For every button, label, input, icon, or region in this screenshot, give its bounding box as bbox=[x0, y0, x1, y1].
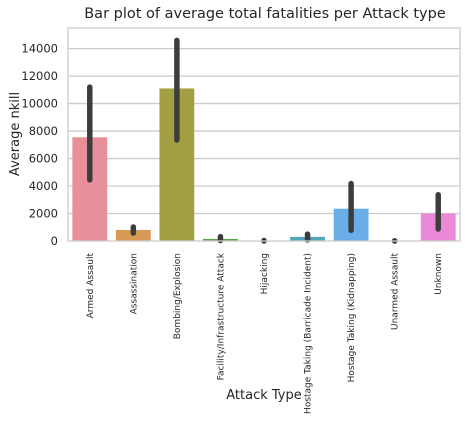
y-tick-label: 12000 bbox=[21, 69, 58, 83]
chart-title: Bar plot of average total fatalities per… bbox=[84, 6, 446, 22]
x-axis-label: Attack Type bbox=[226, 388, 302, 403]
y-tick-label: 10000 bbox=[21, 97, 58, 111]
y-axis-label: Average nkill bbox=[8, 92, 23, 176]
y-tick-label: 4000 bbox=[29, 179, 58, 193]
x-tick-label: Unarmed Assault bbox=[391, 253, 401, 330]
bars bbox=[72, 88, 456, 242]
y-ticks: 0 2000 4000 6000 8000 10000 12000 14000 bbox=[21, 42, 58, 248]
y-tick-label: 2000 bbox=[29, 207, 58, 221]
x-tick-label: Hostage Taking (Barricade Incident) bbox=[304, 253, 314, 414]
grid bbox=[68, 47, 460, 215]
x-tick-label: Bombing/Explosion bbox=[173, 253, 183, 339]
y-tick-label: 6000 bbox=[29, 152, 58, 166]
x-tick-label: Hostage Taking (Kidnapping) bbox=[347, 253, 357, 382]
y-tick-label: 0 bbox=[51, 234, 58, 248]
x-tick-label: Hijacking bbox=[260, 253, 270, 294]
x-ticks: Armed Assault Assassination Bombing/Explos… bbox=[86, 252, 444, 414]
x-tick-label: Unknown bbox=[434, 253, 444, 295]
x-tick-label: Assassination bbox=[129, 253, 139, 314]
x-tick-label: Armed Assault bbox=[86, 253, 96, 319]
y-tick-label: 8000 bbox=[29, 124, 58, 138]
x-tick-label: Facility/Infrastructure Attack bbox=[216, 252, 226, 380]
plot-frame bbox=[67, 27, 461, 242]
error-bars bbox=[87, 37, 441, 244]
y-tick-label: 14000 bbox=[21, 42, 58, 56]
